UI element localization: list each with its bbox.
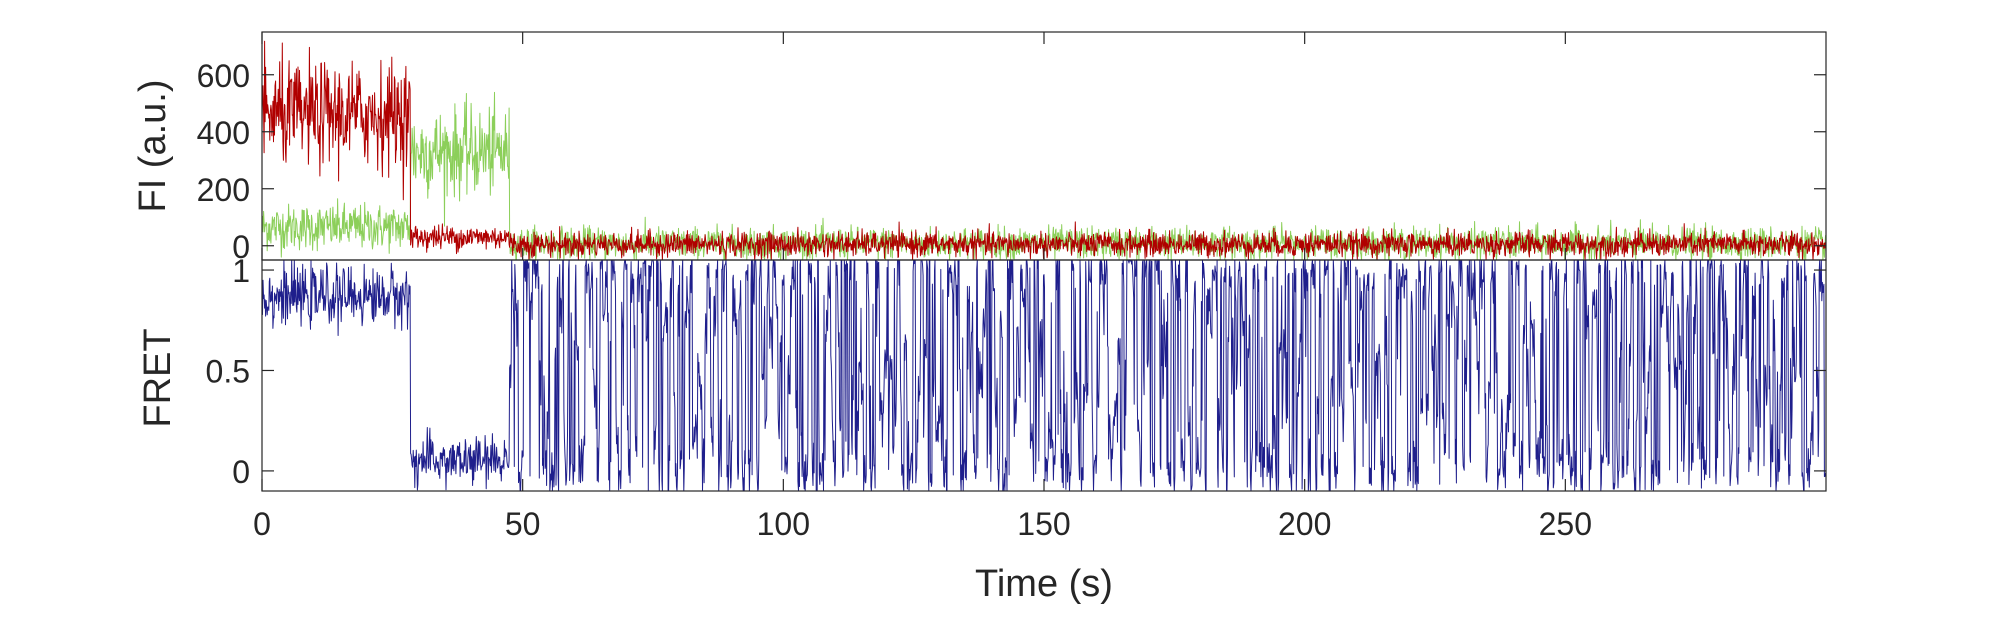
time-x-tick-label: 100 (757, 506, 810, 542)
fret-y-tick-label: 1 (232, 253, 250, 289)
time-x-tick-label: 150 (1017, 506, 1070, 542)
fluorescence-y-ticks: 0 200 400 600 (197, 32, 1826, 265)
fret-y-tick-label: 0 (232, 454, 250, 490)
fret-y-axis-label: FRET (137, 328, 179, 427)
fret-traces (261, 259, 1827, 492)
fluorescence-y-tick-label: 0 (232, 229, 250, 265)
fluorescence-y-tick-label: 400 (197, 115, 250, 151)
fluorescence-y-tick-label: 200 (197, 172, 250, 208)
fluorescence-series-red (261, 40, 1827, 261)
fret-series-blue (261, 259, 1827, 492)
fluorescence-traces (261, 40, 1827, 261)
time-x-tick-label: 250 (1539, 506, 1592, 542)
time-x-tick-label: 0 (253, 506, 271, 542)
time-x-axis-label: Time (s) (975, 563, 1113, 605)
time-x-tick-label: 200 (1278, 506, 1331, 542)
fluorescence-panel: 0 200 400 600 FI (a.u.) (132, 31, 1827, 265)
time-x-ticks: 0 50 100 150 200 250 (253, 479, 1592, 542)
fret-y-tick-label: 0.5 (206, 353, 250, 389)
fluorescence-y-axis-label: FI (a.u.) (132, 79, 174, 212)
time-x-tick-label: 50 (505, 506, 541, 542)
fluorescence-y-tick-label: 600 (197, 58, 250, 94)
fret-panel: 00.51 0 50 100 150 200 250 FRET Time (s) (137, 253, 1827, 605)
fret-y-ticks: 00.51 (206, 253, 1826, 490)
